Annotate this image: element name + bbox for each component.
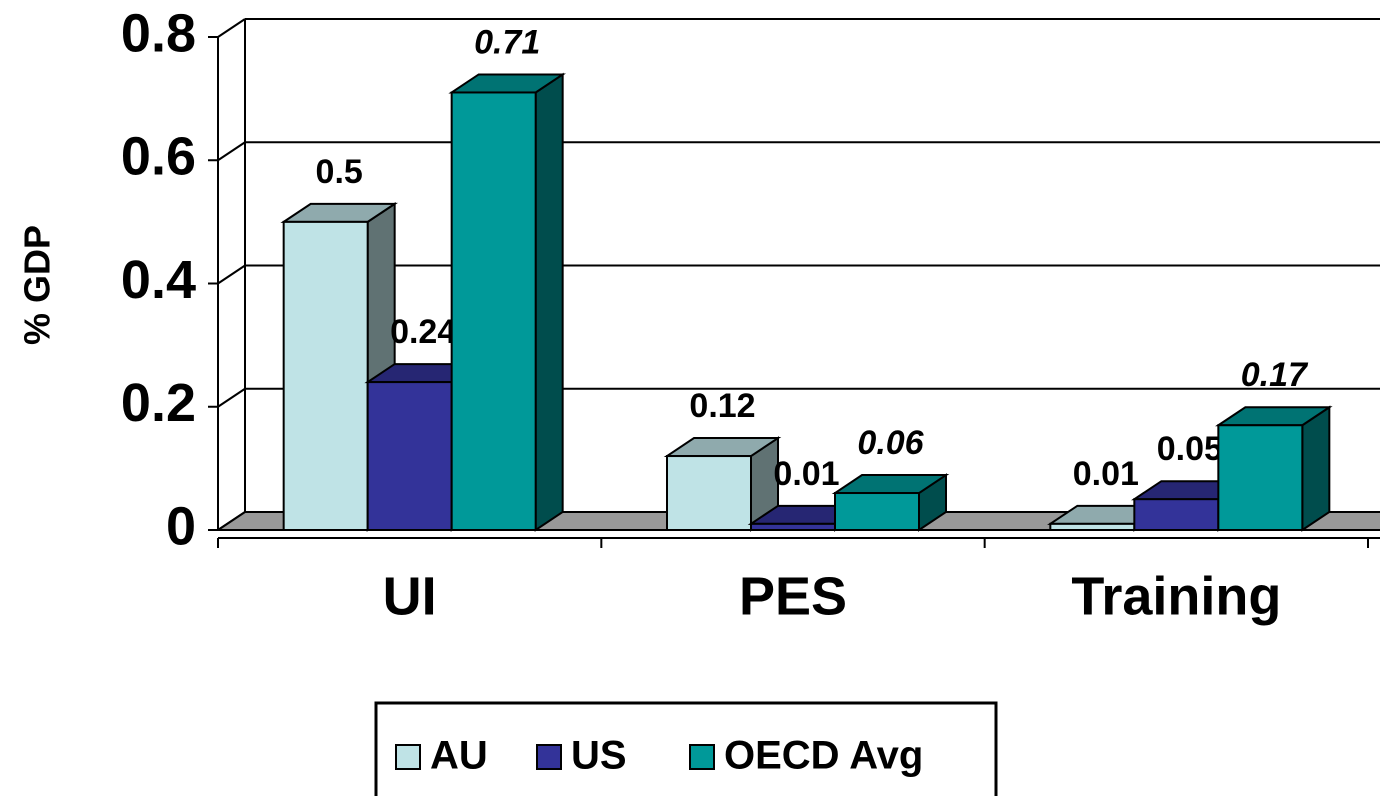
x-tick-label: UI — [383, 566, 437, 626]
bar — [1217, 424, 1304, 531]
y-tick-label: 0.2 — [121, 373, 196, 433]
y-tick-label: 0.8 — [121, 3, 196, 63]
bar-side — [1301, 405, 1331, 532]
value-label: 0.12 — [689, 387, 755, 425]
x-tick-label: Training — [1071, 566, 1281, 626]
legend-label: US — [571, 734, 627, 778]
y-tick-label: 0.6 — [121, 127, 196, 187]
y-tick-label: 0 — [166, 496, 196, 556]
value-label: 0.24 — [390, 313, 456, 351]
x-tick-label: PES — [739, 566, 847, 626]
value-label: 0.01 — [1073, 455, 1139, 493]
bar — [666, 455, 752, 531]
y-tick-label: 0.4 — [121, 250, 196, 310]
bar — [366, 381, 453, 531]
value-label: 0.05 — [1157, 430, 1223, 468]
grid-diagonal — [217, 264, 246, 285]
bar — [1049, 522, 1136, 532]
legend-swatch — [689, 744, 715, 770]
value-label: 0.01 — [773, 455, 839, 493]
value-label: 0.17 — [1241, 356, 1309, 394]
bar — [750, 522, 836, 532]
bar — [450, 91, 537, 532]
legend-box — [374, 701, 998, 796]
value-label: 0.06 — [857, 424, 924, 462]
legend-swatch — [395, 744, 421, 770]
value-label: 0.71 — [474, 23, 540, 61]
grid-diagonal — [217, 141, 246, 162]
bar — [282, 220, 369, 531]
bar-side — [534, 72, 564, 532]
legend-label: OECD Avg — [724, 734, 923, 778]
legend-swatch — [536, 744, 562, 770]
grid-diagonal — [217, 18, 246, 38]
grid-diagonal — [217, 387, 246, 408]
y-axis-label: % GDP — [17, 225, 58, 345]
bar — [1133, 498, 1220, 531]
legend-label: AU — [430, 734, 488, 778]
value-label: 0.5 — [316, 153, 363, 191]
bar — [834, 492, 920, 531]
